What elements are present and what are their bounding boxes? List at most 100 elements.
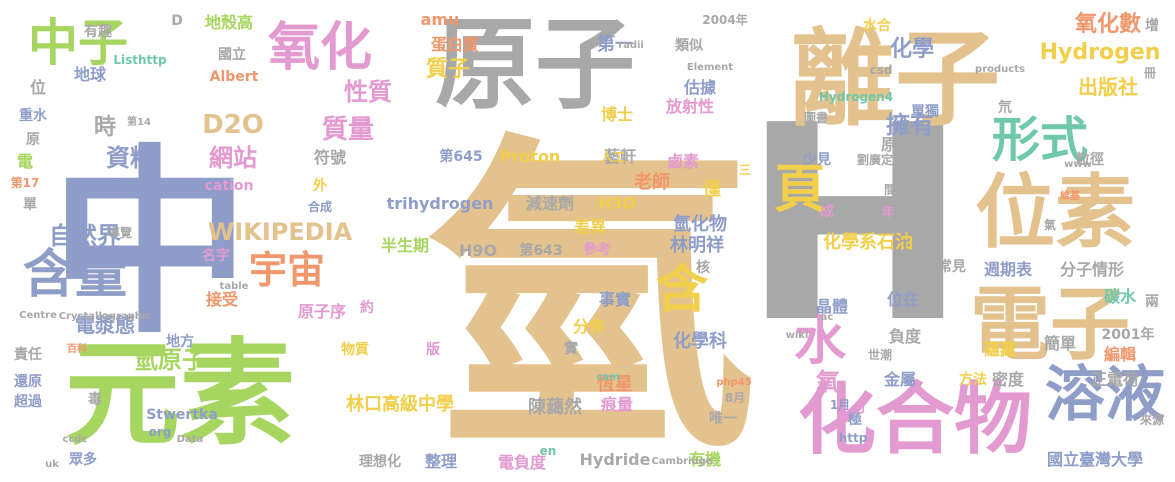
cloud-word: 出版社: [1078, 75, 1138, 99]
cloud-word: 單: [23, 197, 37, 213]
cloud-word: 第643: [519, 243, 563, 259]
cloud-word: 金屬: [883, 370, 917, 389]
cloud-word: 電負度: [497, 453, 547, 472]
cloud-word: 責任: [14, 347, 42, 363]
cloud-word: 半生期: [380, 236, 430, 255]
cloud-word: 電漿態: [75, 313, 135, 337]
cloud-word: 差異: [573, 217, 607, 236]
cloud-word: 維基: [1060, 191, 1080, 202]
cloud-word: 成: [820, 204, 834, 220]
cloud-word: 超過: [14, 394, 42, 410]
cloud-word: 曾國輝: [94, 179, 132, 193]
cloud-word: table: [219, 281, 249, 292]
cloud-word: H: [742, 67, 968, 382]
cloud-word: 眾多: [69, 452, 97, 468]
cloud-word: 百科: [67, 344, 87, 355]
cloud-word: 原子序: [297, 302, 347, 321]
cloud-word: 化合物: [797, 375, 1033, 465]
cloud-word: 有機: [688, 450, 722, 469]
cloud-word: 重水: [19, 108, 47, 124]
cloud-word: 含量: [22, 245, 128, 305]
cloud-word: 導覽: [107, 226, 133, 240]
cloud-word: Centre: [19, 310, 57, 321]
cloud-word: cam: [596, 372, 620, 383]
cloud-word: 痕量: [600, 395, 634, 414]
cloud-word: 毒: [88, 392, 102, 408]
cloud-word: 網站: [209, 144, 257, 172]
cloud-word: Element: [686, 62, 734, 73]
cloud-word: 第17: [10, 176, 40, 190]
cloud-word: 實: [564, 341, 578, 357]
cloud-word: Albert: [209, 69, 259, 85]
cloud-word: 陳藹然: [528, 397, 582, 418]
cloud-word: 晶體: [815, 297, 849, 316]
cloud-word: trihydrogen: [386, 194, 494, 213]
cloud-word: 常見: [938, 259, 966, 275]
cloud-word: 老師: [634, 172, 670, 193]
cloud-word: 位: [29, 78, 47, 97]
cloud-word: 第一: [597, 34, 633, 55]
cloud-word: 冊: [1143, 66, 1157, 80]
cloud-word: 質子: [425, 57, 471, 82]
cloud-word: 中: [49, 128, 251, 361]
cloud-word: 氧: [816, 368, 840, 396]
cloud-word: 林口高級中學: [346, 394, 454, 415]
cloud-word: 少見: [803, 152, 831, 168]
cloud-word: 唯一: [709, 411, 737, 427]
cloud-word: 電: [16, 152, 34, 171]
cloud-word: D: [171, 13, 183, 29]
cloud-word: 版: [426, 342, 440, 358]
cloud-word: 減速劑: [525, 194, 575, 213]
cloud-word: 化學系石油: [823, 232, 913, 253]
cloud-word: 元素: [64, 327, 296, 462]
cloud-word: 理想化: [359, 454, 401, 470]
cloud-word: en: [539, 444, 557, 458]
cloud-word: 含: [655, 260, 709, 320]
cloud-word: 正電荷: [1090, 370, 1140, 389]
cloud-word: 中子: [28, 14, 128, 72]
cloud-word: 2001年: [1101, 327, 1155, 343]
cloud-word: Proton: [499, 147, 561, 166]
cloud-word: 博士: [600, 105, 634, 124]
cloud-word: radii: [618, 40, 644, 51]
cloud-word: T: [900, 238, 910, 252]
cloud-word: 氫原子: [134, 346, 206, 374]
cloud-word: Cambridge: [651, 456, 713, 467]
cloud-word: php45: [716, 377, 752, 388]
cloud-word: 恆星: [597, 374, 633, 395]
cloud-word: www: [1064, 159, 1092, 170]
cloud-word: 碳水: [1103, 287, 1137, 306]
cloud-word: 原子: [435, 6, 635, 123]
cloud-word: WIKIPEDIA: [207, 218, 353, 246]
cloud-word: 合成: [307, 200, 333, 214]
cloud-word: 形式: [991, 112, 1089, 168]
cloud-word: 國立: [218, 47, 246, 63]
cloud-word: 方法: [959, 372, 987, 388]
cloud-word: 核: [696, 260, 710, 276]
cloud-word: 分佈: [572, 317, 606, 336]
cloud-word: 分子情形: [1059, 260, 1125, 279]
cloud-word: Data: [176, 434, 204, 445]
cloud-word: org: [148, 425, 172, 439]
cloud-word: products: [975, 64, 1025, 75]
cloud-word: 事實: [598, 290, 632, 309]
cloud-word: 蛋白質: [430, 35, 480, 54]
cloud-word: 頁: [773, 160, 827, 220]
cloud-word: Hydrogen4: [818, 90, 894, 104]
cloud-word: 水合: [863, 18, 891, 34]
cloud-word: 物質: [341, 342, 369, 358]
cloud-word: 兩: [1145, 294, 1159, 310]
cloud-word: 離子: [789, 18, 1001, 141]
cloud-word: 氘: [998, 100, 1012, 116]
cloud-word: 符號: [313, 148, 347, 167]
cloud-word: 8月: [724, 391, 746, 405]
cloud-word: 類似: [675, 38, 703, 54]
cloud-word: 第645: [439, 149, 483, 165]
cloud-word: 圖書: [803, 111, 829, 125]
cloud-word: ac: [820, 312, 834, 323]
cloud-word: 粒徑: [1076, 152, 1104, 168]
cloud-word: 宇宙: [248, 248, 326, 292]
cloud-word: csd: [869, 63, 893, 77]
cloud-word: cation: [204, 178, 254, 194]
